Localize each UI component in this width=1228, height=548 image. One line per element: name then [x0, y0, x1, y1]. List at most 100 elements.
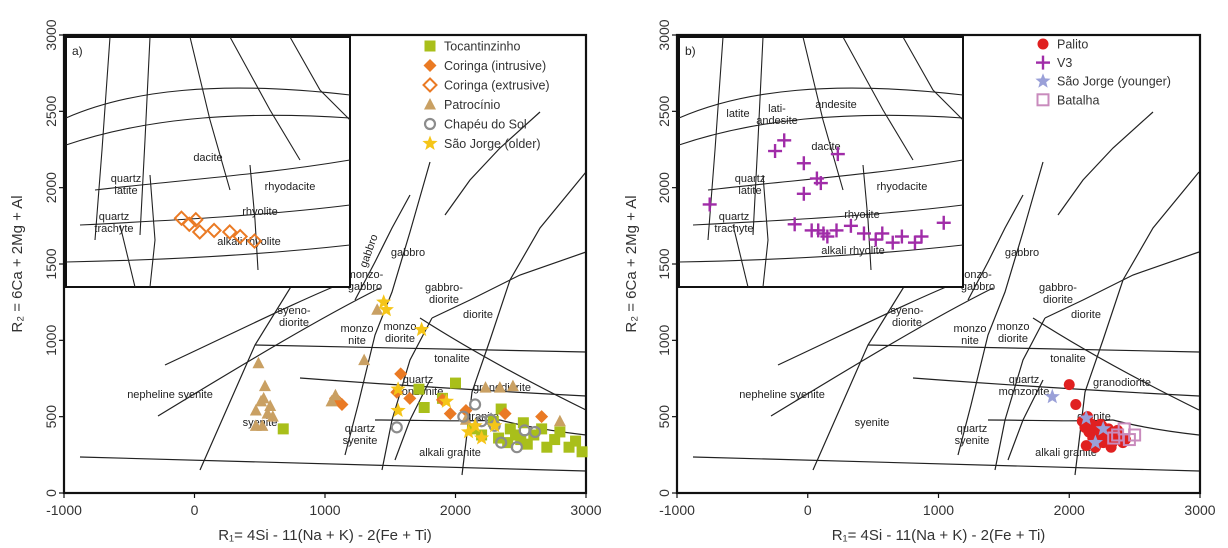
inset-boundary: [65, 114, 351, 146]
field-label-line: alkali granite: [1035, 447, 1097, 459]
legend-marker: [1036, 55, 1050, 70]
field-label-line: diorite: [998, 333, 1028, 345]
panel-b-y-tick-label: 2000: [656, 172, 672, 203]
field-label-line: gabbro: [348, 281, 382, 293]
data-point: [820, 229, 835, 244]
panel-b-legend-entry: V3: [1057, 56, 1072, 70]
panel-a-field-label: diorite: [463, 309, 493, 321]
data-point: [206, 222, 222, 239]
data-point: [232, 228, 249, 245]
panel-a-inset-boundaries: [65, 36, 351, 288]
data-point: [830, 147, 845, 162]
panel-a-field-label: alkali granite: [419, 447, 481, 459]
field-label-line: alkali rhyolite: [821, 245, 885, 257]
panel-a-field-label: gabbro: [358, 233, 381, 269]
panel-b-series-2: [1044, 388, 1111, 450]
field-label-line: tonalite: [434, 353, 469, 365]
data-point: [378, 301, 394, 317]
field-label-line: dacite: [811, 141, 840, 153]
panel-b-y-tick-label: 0: [656, 489, 672, 497]
data-point: [467, 417, 483, 433]
data-point: [510, 441, 523, 454]
field-label-line: tonalite: [1050, 353, 1085, 365]
data-point: [875, 226, 890, 241]
panel-b-field-label: quartz monzonite: [999, 374, 1050, 398]
inset-boundary: [289, 36, 351, 121]
panel-a-y-tick-label: 0: [43, 489, 59, 497]
data-point: [777, 133, 792, 148]
panel-a-x-tick-label: 2000: [440, 502, 471, 518]
panel-a-y-tick-label: 3000: [43, 19, 59, 50]
data-point: [868, 232, 883, 247]
field-boundary: [692, 456, 1200, 472]
data-point: [418, 402, 430, 414]
panel-b-field-label: monzo nite: [953, 323, 986, 347]
panel-b-series-3: [1107, 422, 1142, 447]
field-label-line: nepheline syenite: [127, 389, 213, 401]
data-point: [1070, 398, 1082, 410]
legend-marker: [424, 98, 436, 110]
panel-a-x-tick-label: -1000: [46, 502, 82, 518]
field-label-line: syenite: [343, 435, 378, 447]
panel-a-y-tick-label: 500: [43, 405, 59, 429]
field-label-line: gabbro: [961, 281, 995, 293]
field-label-line: gabbro-: [1039, 282, 1077, 294]
panel-a-y-axis-label: R₂ = 6Ca + 2Mg + Al: [9, 195, 26, 332]
field-boundary: [967, 194, 1024, 301]
legend-marker: [1035, 73, 1051, 88]
data-point: [252, 356, 265, 369]
data-point: [358, 353, 371, 366]
panel-b-inset-field-label: lati-andesite: [756, 103, 798, 127]
panel-b-field-label: diorite: [1071, 309, 1101, 321]
field-label-line: syenite: [855, 417, 890, 429]
inset-boundary: [678, 244, 964, 263]
field-boundary: [419, 317, 587, 411]
data-point: [257, 391, 270, 404]
panel-b-y-tick-label: 500: [656, 405, 672, 429]
panel-a-series-3: [249, 303, 566, 431]
field-label-line: rhyolite: [844, 209, 879, 221]
data-point: [768, 144, 783, 159]
panel-b: gabbro gabbro-diorite onzo-gabbro syeno-dio…: [623, 19, 1216, 544]
data-point: [517, 417, 529, 429]
panel-a-inset-field-label: quartz latite: [111, 173, 142, 197]
panel-a-field-label: tonalite: [434, 353, 469, 365]
panel-b-field-label: tonalite: [1050, 353, 1085, 365]
inset-boundary: [249, 164, 259, 271]
inset-boundary: [94, 36, 111, 241]
field-label-line: rhyodacite: [265, 181, 316, 193]
data-point: [394, 367, 408, 381]
data-point: [371, 303, 384, 315]
data-point: [277, 423, 289, 435]
panel-a-legend-entry: Coringa (extrusive): [444, 79, 550, 93]
data-point: [335, 397, 349, 411]
data-point: [504, 423, 516, 435]
field-label-line: quartz: [957, 423, 988, 435]
panel-b-x-tick-label: -1000: [659, 502, 695, 518]
data-point: [403, 391, 417, 405]
data-point: [528, 429, 540, 441]
field-boundary: [912, 377, 1200, 397]
field-label-line: onzo-: [964, 269, 992, 281]
panel-b-x-tick-label: 3000: [1184, 502, 1215, 518]
field-boundary: [164, 279, 351, 366]
data-point: [460, 423, 477, 439]
panel-a-field-label: gabbro: [391, 247, 425, 259]
field-boundary: [1074, 171, 1200, 476]
field-label-line: diorite: [892, 317, 922, 329]
data-point: [221, 224, 238, 240]
inset-boundary: [692, 204, 964, 226]
data-point: [413, 383, 425, 395]
inset-boundary: [139, 36, 151, 236]
inset-boundary: [842, 36, 914, 161]
panel-b-inset-field-label: quartz latite: [735, 173, 766, 197]
panel-a-inset-field-label: rhyodacite: [265, 181, 316, 193]
panel-a-inset-field-label: quartz trachyte: [94, 211, 133, 235]
panel-b-inset-field-label: alkali rhyolite: [821, 245, 885, 257]
data-point: [325, 394, 338, 407]
data-point: [191, 224, 208, 240]
inset-boundary: [229, 36, 301, 161]
data-point: [914, 229, 929, 244]
inset-boundary: [65, 87, 351, 119]
field-label-line: diorite: [1043, 294, 1073, 306]
